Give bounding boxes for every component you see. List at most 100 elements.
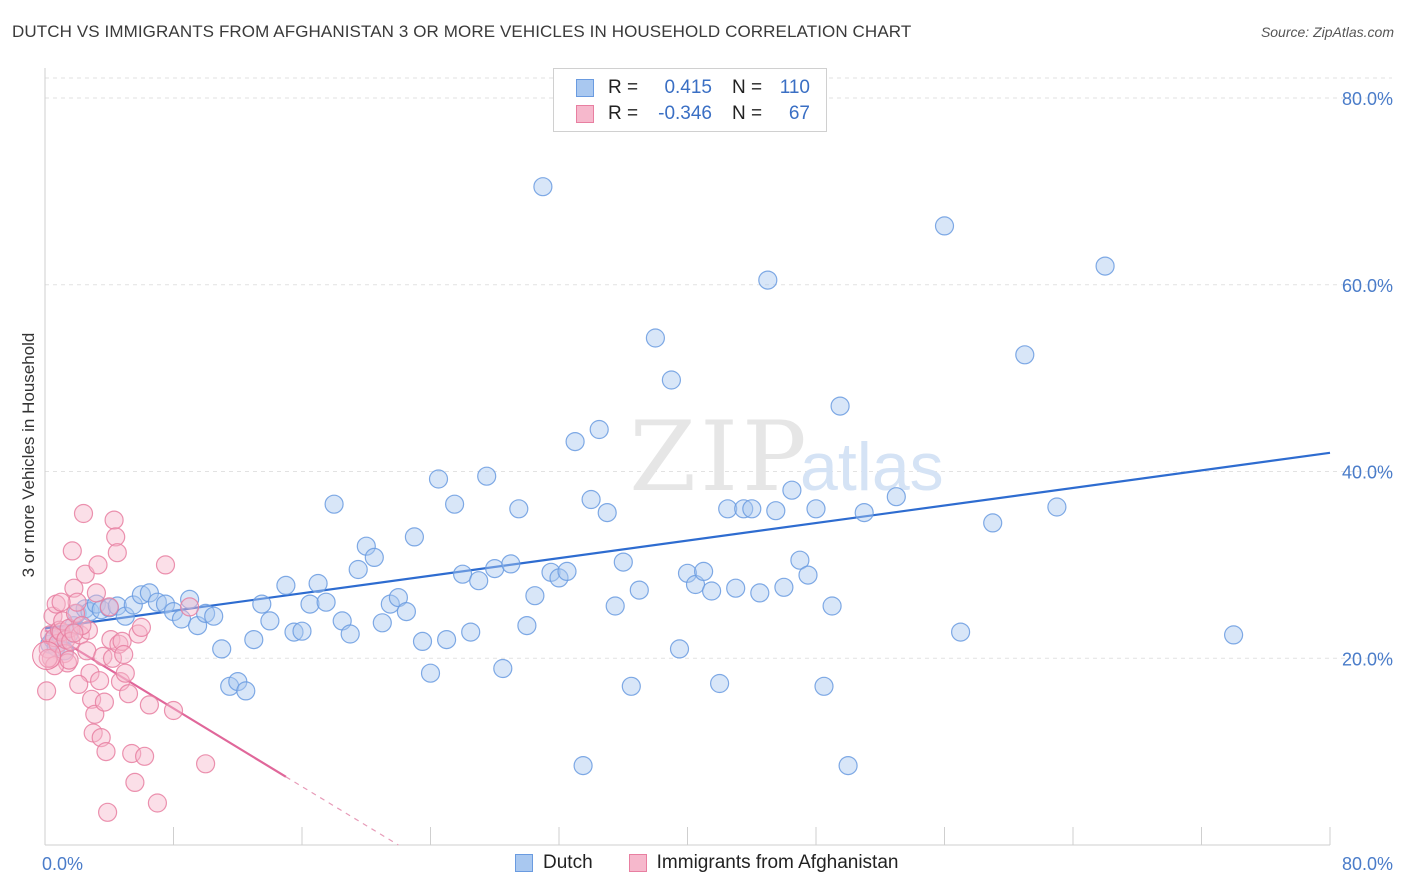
dutch-point — [798, 565, 818, 585]
dutch-point — [581, 489, 601, 510]
afghanistan-point — [109, 634, 129, 654]
afghanistan-point — [36, 681, 57, 701]
afghanistan-point — [38, 648, 58, 668]
dutch-point — [308, 573, 328, 594]
legend-r-value: 0.415 — [664, 77, 712, 98]
dutch-point — [260, 611, 280, 631]
dutch-point — [573, 755, 593, 776]
afghanistan-point — [131, 617, 151, 638]
afghanistan-point — [64, 623, 84, 643]
dutch-point — [718, 499, 738, 519]
series-legend-dutch[interactable]: Dutch — [515, 852, 593, 874]
afghanistan-point — [77, 641, 97, 661]
dutch-point — [621, 676, 641, 696]
correlation-legend: R = 0.415 N = 110 R = -0.346 N = 67 — [553, 68, 827, 132]
watermark-zip: ZIP — [629, 401, 810, 513]
legend-n-label: N = — [732, 77, 763, 98]
dutch-point — [244, 629, 264, 650]
dutch-point — [212, 639, 232, 659]
dutch-point — [340, 624, 360, 644]
dutch-point — [806, 499, 826, 519]
afghanistan-point — [139, 695, 159, 715]
grid-lines — [45, 77, 1392, 659]
legend-r-value: -0.346 — [658, 103, 712, 124]
dutch-point — [461, 622, 481, 642]
dutch-point — [661, 370, 682, 390]
afghanistan-point — [114, 644, 134, 665]
dutch-point — [300, 594, 320, 614]
dutch-point — [669, 639, 690, 659]
afghanistan-point — [62, 541, 82, 561]
legend-n-value: 110 — [779, 77, 810, 98]
dutch-point — [453, 564, 473, 584]
dutch-point — [830, 396, 850, 416]
dutch-point — [1095, 256, 1115, 276]
series-legend-afghanistan[interactable]: Immigrants from Afghanistan — [628, 852, 899, 874]
series-label-afghanistan: Immigrants from Afghanistan — [656, 852, 899, 873]
dutch-point — [1223, 625, 1244, 645]
legend-r-label: R = — [608, 77, 639, 98]
dutch-point — [445, 494, 465, 514]
dutch-point — [758, 270, 778, 290]
dutch-point — [115, 606, 135, 626]
legend-swatch-afghanistan — [576, 105, 594, 123]
afghanistan-point — [86, 583, 107, 603]
legend-n-value: 67 — [788, 103, 810, 124]
dutch-point — [252, 594, 272, 614]
afghanistan-point — [72, 615, 92, 636]
afghanistan-point — [115, 663, 135, 683]
dutch-point — [404, 527, 424, 547]
dutch-point — [645, 328, 666, 348]
dutch-point — [493, 658, 513, 679]
afghanistan-point — [93, 646, 113, 667]
dutch-point — [437, 629, 457, 650]
afghanistan-point — [163, 700, 184, 721]
dutch-point — [420, 663, 441, 683]
afghanistan-point — [196, 754, 216, 774]
dutch-point — [509, 499, 529, 519]
dutch-point — [525, 586, 545, 606]
dutch-point — [549, 568, 569, 588]
afghanistan-point — [96, 741, 116, 762]
afghanistan-point — [104, 510, 124, 530]
y-tick-label: 40.0% — [1342, 463, 1393, 483]
dutch-point — [734, 499, 754, 519]
dutch-point — [629, 580, 649, 600]
dutch-point — [597, 502, 617, 523]
dutch-point — [469, 571, 489, 591]
dutch-point — [934, 216, 955, 236]
legend-row-afghanistan: R = -0.346 N = 67 — [576, 103, 810, 125]
afghanistan-point — [67, 592, 87, 612]
dutch-point — [782, 480, 802, 500]
dutch-point — [983, 513, 1003, 533]
dutch-point — [726, 578, 746, 598]
trend-lines — [44, 451, 1331, 846]
dutch-point — [886, 487, 906, 507]
afghanistan-point — [94, 692, 115, 712]
dutch-point — [180, 589, 200, 610]
dutch-point — [485, 558, 505, 579]
tick-labels: 20.0% 40.0% 60.0% 80.0% 0.0% 80.0% — [42, 89, 1393, 874]
dutch-point — [1015, 345, 1035, 365]
afghanistan-point — [73, 503, 94, 524]
series-label-dutch: Dutch — [543, 852, 593, 873]
y-tick-label: 80.0% — [1342, 89, 1393, 109]
dutch-point — [155, 594, 176, 614]
afghanistan-point — [99, 597, 119, 617]
dutch-point — [364, 547, 384, 568]
series-swatch-afghanistan — [628, 854, 647, 872]
dutch-point — [701, 581, 722, 601]
legend-row-dutch: R = 0.415 N = 110 — [576, 77, 810, 99]
dutch-point — [742, 499, 762, 519]
dutch-point — [605, 596, 625, 616]
data-points — [32, 177, 1244, 822]
y-tick-label: 60.0% — [1342, 276, 1393, 296]
dutch-point — [854, 502, 874, 523]
afghanistan-point — [155, 555, 176, 575]
source-label: Source: ZipAtlas.com — [1260, 24, 1394, 40]
dutch-point — [348, 559, 368, 580]
afghanistan-point — [125, 772, 145, 793]
afghanistan-point — [107, 543, 127, 563]
afghanistan-point — [180, 597, 200, 617]
